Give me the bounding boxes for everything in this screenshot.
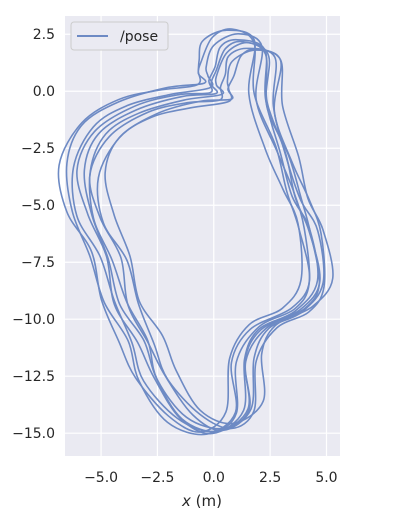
legend-label: /pose xyxy=(120,29,158,45)
y-tick-label: −2.5 xyxy=(21,141,55,157)
pose-trajectory-loop xyxy=(71,32,311,433)
legend: /pose xyxy=(70,21,169,51)
y-tick-label: 0.0 xyxy=(33,84,55,100)
y-tick-labels: 2.5 0.0 −2.5 −5.0 −7.5 −10.0 −12.5 −15.0 xyxy=(12,27,55,442)
pose-trajectory-loop xyxy=(57,29,303,433)
y-tick-label: 2.5 xyxy=(33,27,55,43)
x-tick-label: −2.5 xyxy=(140,470,174,486)
pose-trajectory-loop xyxy=(104,48,334,425)
x-axis-label: x (m) xyxy=(181,492,222,510)
x-tick-label: 0.0 xyxy=(203,470,225,486)
y-tick-label: −7.5 xyxy=(21,255,55,271)
y-tick-label: −15.0 xyxy=(12,426,55,442)
pose-trajectory-loop xyxy=(76,38,319,435)
x-tick-label: −5.0 xyxy=(84,470,118,486)
y-tick-label: −10.0 xyxy=(12,312,55,328)
y-tick-label: −12.5 xyxy=(12,369,55,385)
plot-background xyxy=(65,16,340,456)
x-tick-labels: −5.0 −2.5 0.0 2.5 5.0 xyxy=(84,470,338,486)
x-tick-label: 5.0 xyxy=(315,470,337,486)
x-tick-label: 2.5 xyxy=(259,470,281,486)
legend-box xyxy=(70,21,169,51)
series-layer xyxy=(57,28,334,436)
y-tick-label: −5.0 xyxy=(21,198,55,214)
